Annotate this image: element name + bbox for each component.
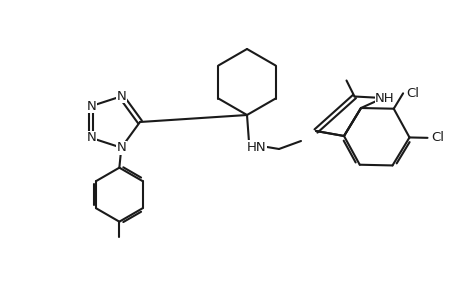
Text: N: N (116, 141, 126, 154)
Text: N: N (116, 90, 126, 103)
Text: NH: NH (375, 92, 394, 104)
Text: Cl: Cl (406, 87, 419, 100)
Text: N: N (86, 100, 96, 112)
Text: N: N (86, 131, 96, 144)
Text: Cl: Cl (430, 131, 443, 144)
Text: HN: HN (246, 140, 266, 154)
